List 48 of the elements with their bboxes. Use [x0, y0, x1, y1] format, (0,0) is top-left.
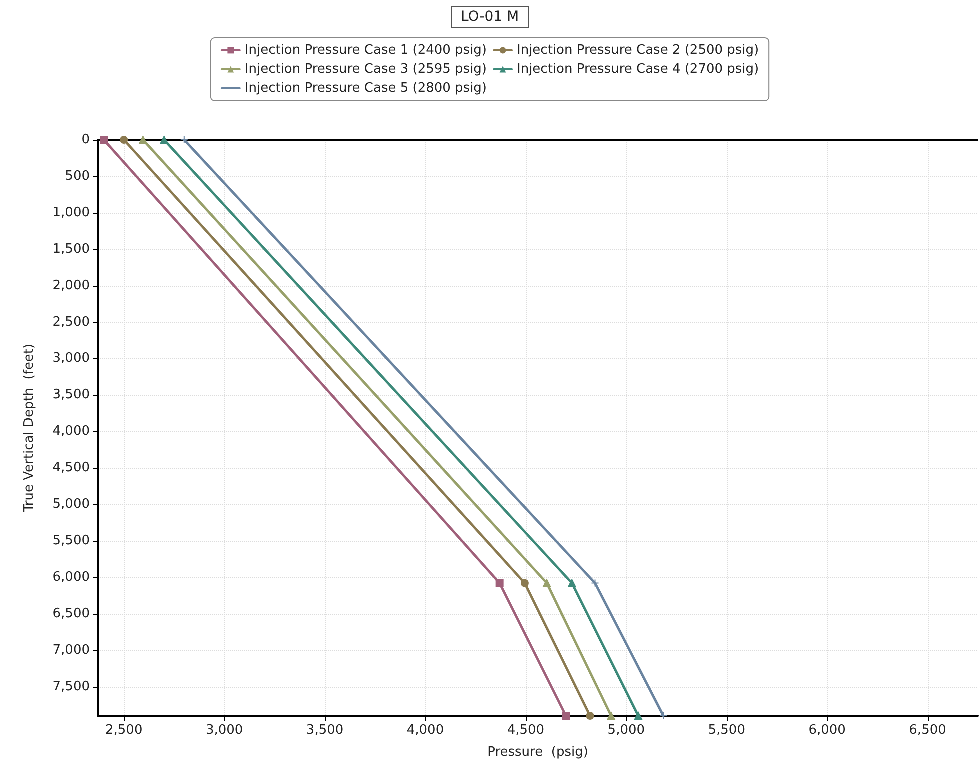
point	[139, 136, 148, 144]
legend-label: Injection Pressure Case 2 (2500 psig)	[517, 43, 760, 58]
y-tick-label: 1,000	[52, 205, 90, 220]
point	[568, 579, 576, 588]
legend-label: Injection Pressure Case 1 (2400 psig)	[244, 43, 488, 58]
y-tick-label: 1,500	[52, 242, 90, 257]
legend-label: Injection Pressure Case 5 (2800 psig)	[244, 81, 488, 96]
point	[100, 136, 108, 144]
legend-label: Injection Pressure Case 3 (2595 psig)	[244, 62, 488, 77]
point	[634, 712, 642, 720]
y-tick-label: 5,500	[52, 534, 90, 549]
y-tick-label: 2,500	[52, 314, 90, 330]
point	[160, 136, 168, 144]
point	[543, 579, 552, 588]
point	[120, 136, 128, 144]
y-tick-label: 3,500	[52, 388, 90, 403]
y-tick-label: 4,000	[52, 424, 90, 440]
y-tick-label: 7,500	[52, 679, 90, 694]
x-axis-title: Pressure (psig)	[488, 745, 588, 760]
legend-label: Injection Pressure Case 4 (2700 psig)	[517, 62, 760, 77]
x-tick-label: 6,000	[808, 723, 846, 738]
point	[607, 712, 616, 720]
x-tick-label: 5,000	[608, 723, 646, 738]
y-tick-label: 4,500	[52, 460, 90, 476]
point	[496, 579, 504, 588]
point	[660, 712, 668, 720]
y-tick-label: 0	[82, 132, 90, 148]
y-tick-label: 500	[65, 168, 90, 184]
point	[180, 136, 188, 144]
x-tick-label: 2,500	[106, 723, 143, 738]
x-tick-label: 4,500	[507, 723, 545, 738]
y-tick-label: 2,000	[52, 278, 90, 294]
y-axis-title: True Vertical Depth (feet)	[22, 344, 37, 514]
y-tick-label: 5,000	[52, 497, 90, 512]
point	[562, 712, 570, 720]
x-tick-label: 5,500	[708, 723, 746, 738]
x-tick-label: 6,500	[909, 723, 946, 738]
point	[520, 579, 529, 588]
y-tick-label: 6,500	[52, 606, 90, 622]
chart-title: LO-01 M	[460, 9, 520, 25]
y-tick-label: 7,000	[52, 642, 90, 658]
point	[591, 579, 600, 588]
y-tick-label: 6,000	[52, 570, 90, 585]
x-tick-label: 3,000	[206, 723, 244, 738]
x-tick-label: 4,000	[406, 723, 444, 738]
y-tick-label: 3,000	[52, 351, 90, 366]
x-tick-label: 3,500	[306, 723, 344, 738]
point	[586, 712, 594, 720]
